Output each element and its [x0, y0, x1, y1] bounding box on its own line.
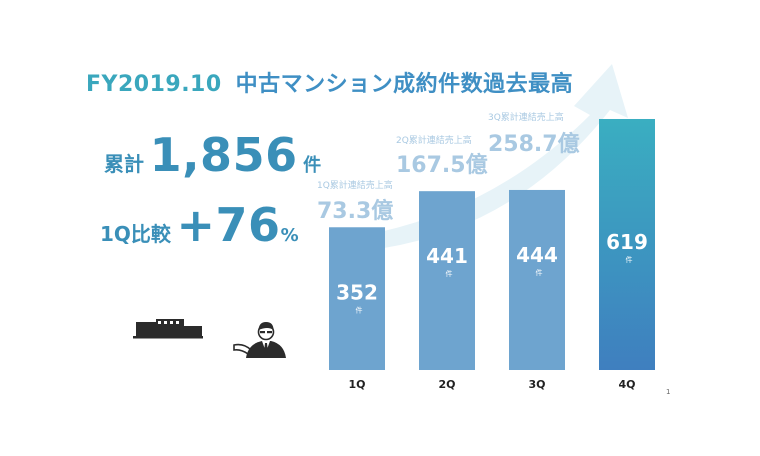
category-label: 2Q — [438, 378, 455, 391]
compare-value: +76 — [176, 198, 281, 252]
total-stat: 累計 1,856 件 — [104, 128, 321, 182]
bar-unit-label: 件 — [356, 305, 363, 314]
bar-1q — [329, 227, 385, 370]
bar-4q — [599, 118, 655, 370]
compare-label: 1Q比較 — [100, 222, 171, 246]
category-label: 1Q — [348, 378, 365, 391]
bar-unit-label: 件 — [446, 269, 453, 278]
annotation-value: 258.7億 — [488, 131, 580, 157]
total-value: 1,856 — [149, 128, 298, 182]
compare-stat: 1Q比較 +76% — [100, 198, 299, 252]
bar-2q — [419, 191, 475, 370]
total-label: 累計 — [104, 152, 144, 176]
fiscal-year-label: FY2019.10 — [86, 72, 222, 97]
office-buildings-icon — [133, 319, 203, 339]
bar-unit-label: 件 — [626, 255, 633, 264]
annotation-label: 1Q累計連結売上高 — [317, 179, 393, 191]
bar-value-label: 352 — [336, 280, 378, 304]
annotation-value: 73.3億 — [317, 198, 393, 224]
page-title: FY2019.10 中古マンション成約件数過去最高 — [86, 66, 573, 98]
bar-unit-label: 件 — [536, 268, 543, 277]
category-label: 4Q — [618, 378, 635, 391]
bar-value-label: 441 — [426, 244, 468, 268]
bar-value-label: 444 — [516, 243, 558, 267]
page-number: 1 — [666, 388, 671, 396]
bar-value-label: 619 — [606, 230, 648, 254]
bar-3q — [509, 189, 565, 370]
total-unit: 件 — [303, 155, 322, 176]
growth-arrow — [380, 64, 628, 248]
title-text: 中古マンション成約件数過去最高 — [235, 72, 574, 97]
annotation-label: 3Q累計連結売上高 — [488, 111, 564, 123]
category-label: 3Q — [528, 378, 545, 391]
businessman-icon — [233, 322, 286, 358]
annotation-label: 2Q累計連結売上高 — [396, 134, 472, 146]
annotation-value: 167.5億 — [396, 152, 488, 178]
compare-unit: % — [280, 225, 299, 246]
